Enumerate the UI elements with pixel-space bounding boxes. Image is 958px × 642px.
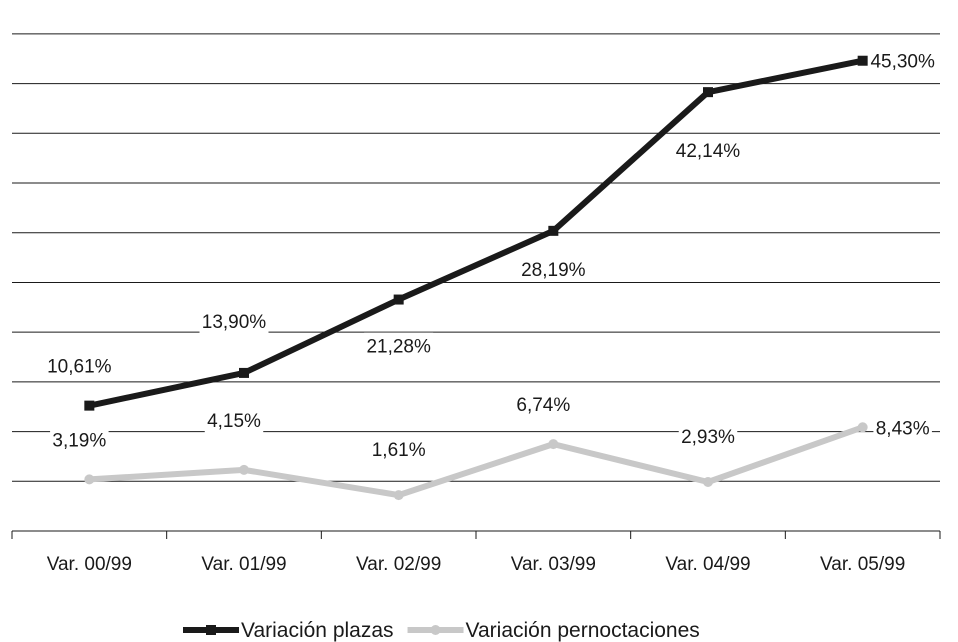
data-point	[857, 422, 868, 433]
series-layer	[84, 55, 868, 501]
data-point	[703, 476, 713, 487]
x-tick-label: Var. 01/99	[201, 554, 286, 575]
data-label-bg	[673, 137, 743, 164]
legend-item: Variación plazas	[183, 619, 394, 642]
data-point	[857, 55, 868, 66]
legend-label: Variación plazas	[241, 619, 394, 642]
data-point	[393, 294, 404, 305]
data-label: 28,19%	[521, 260, 586, 281]
data-label: 21,28%	[366, 337, 431, 358]
data-label-bg	[364, 332, 434, 359]
data-label-bg	[204, 406, 264, 433]
x-tick-label: Var. 03/99	[511, 554, 596, 575]
data-label: 6,74%	[516, 395, 570, 416]
data-label: 2,93%	[681, 427, 735, 448]
data-labels: 10,61% 13,90% 21,28% 28,19% 42,14% 45,30% 3,19…	[44, 47, 938, 463]
data-point	[84, 400, 95, 411]
data-label: 4,15%	[207, 411, 261, 432]
legend-marker	[206, 625, 216, 635]
data-label: 42,14%	[676, 141, 741, 162]
series-2	[84, 422, 868, 501]
series-line	[89, 424, 864, 499]
data-label: 3,19%	[52, 430, 106, 451]
data-label-bg	[873, 414, 932, 441]
data-label-bg	[369, 436, 428, 463]
legend-label: Variación pernoctaciones	[466, 619, 700, 642]
data-point	[548, 439, 559, 450]
data-label: 45,30%	[870, 52, 935, 73]
data-label: 8,43%	[876, 418, 930, 439]
data-label-bg	[518, 255, 588, 282]
data-label-bg	[514, 391, 573, 418]
gridlines	[12, 33, 940, 482]
data-label-bg	[44, 352, 114, 379]
legend: Variación plazas Variación pernoctaciones	[183, 619, 700, 642]
series-1	[84, 55, 868, 411]
x-tick-label: Var. 00/99	[47, 554, 132, 575]
data-label-bg	[678, 422, 738, 449]
data-point	[239, 367, 249, 378]
data-point	[393, 490, 404, 501]
data-label: 1,61%	[372, 440, 426, 461]
legend-item: Variación pernoctaciones	[407, 619, 700, 642]
x-tick-label: Var. 04/99	[665, 554, 750, 575]
data-point	[239, 464, 249, 475]
data-point	[703, 87, 713, 98]
data-label: 13,90%	[202, 312, 267, 333]
data-label-bg	[868, 47, 938, 74]
x-axis: Var. 00/99 Var. 01/99 Var. 02/99 Var. 03/99…	[11, 530, 941, 575]
legend-marker	[430, 625, 441, 635]
data-label-bg	[199, 307, 269, 334]
data-label: 10,61%	[47, 357, 112, 378]
x-tick-label: Var. 05/99	[820, 554, 905, 575]
x-tick-label: Var. 02/99	[356, 554, 441, 575]
data-point	[548, 225, 559, 236]
data-label-bg	[50, 426, 109, 453]
series-line	[88, 57, 864, 409]
data-point	[84, 474, 95, 485]
